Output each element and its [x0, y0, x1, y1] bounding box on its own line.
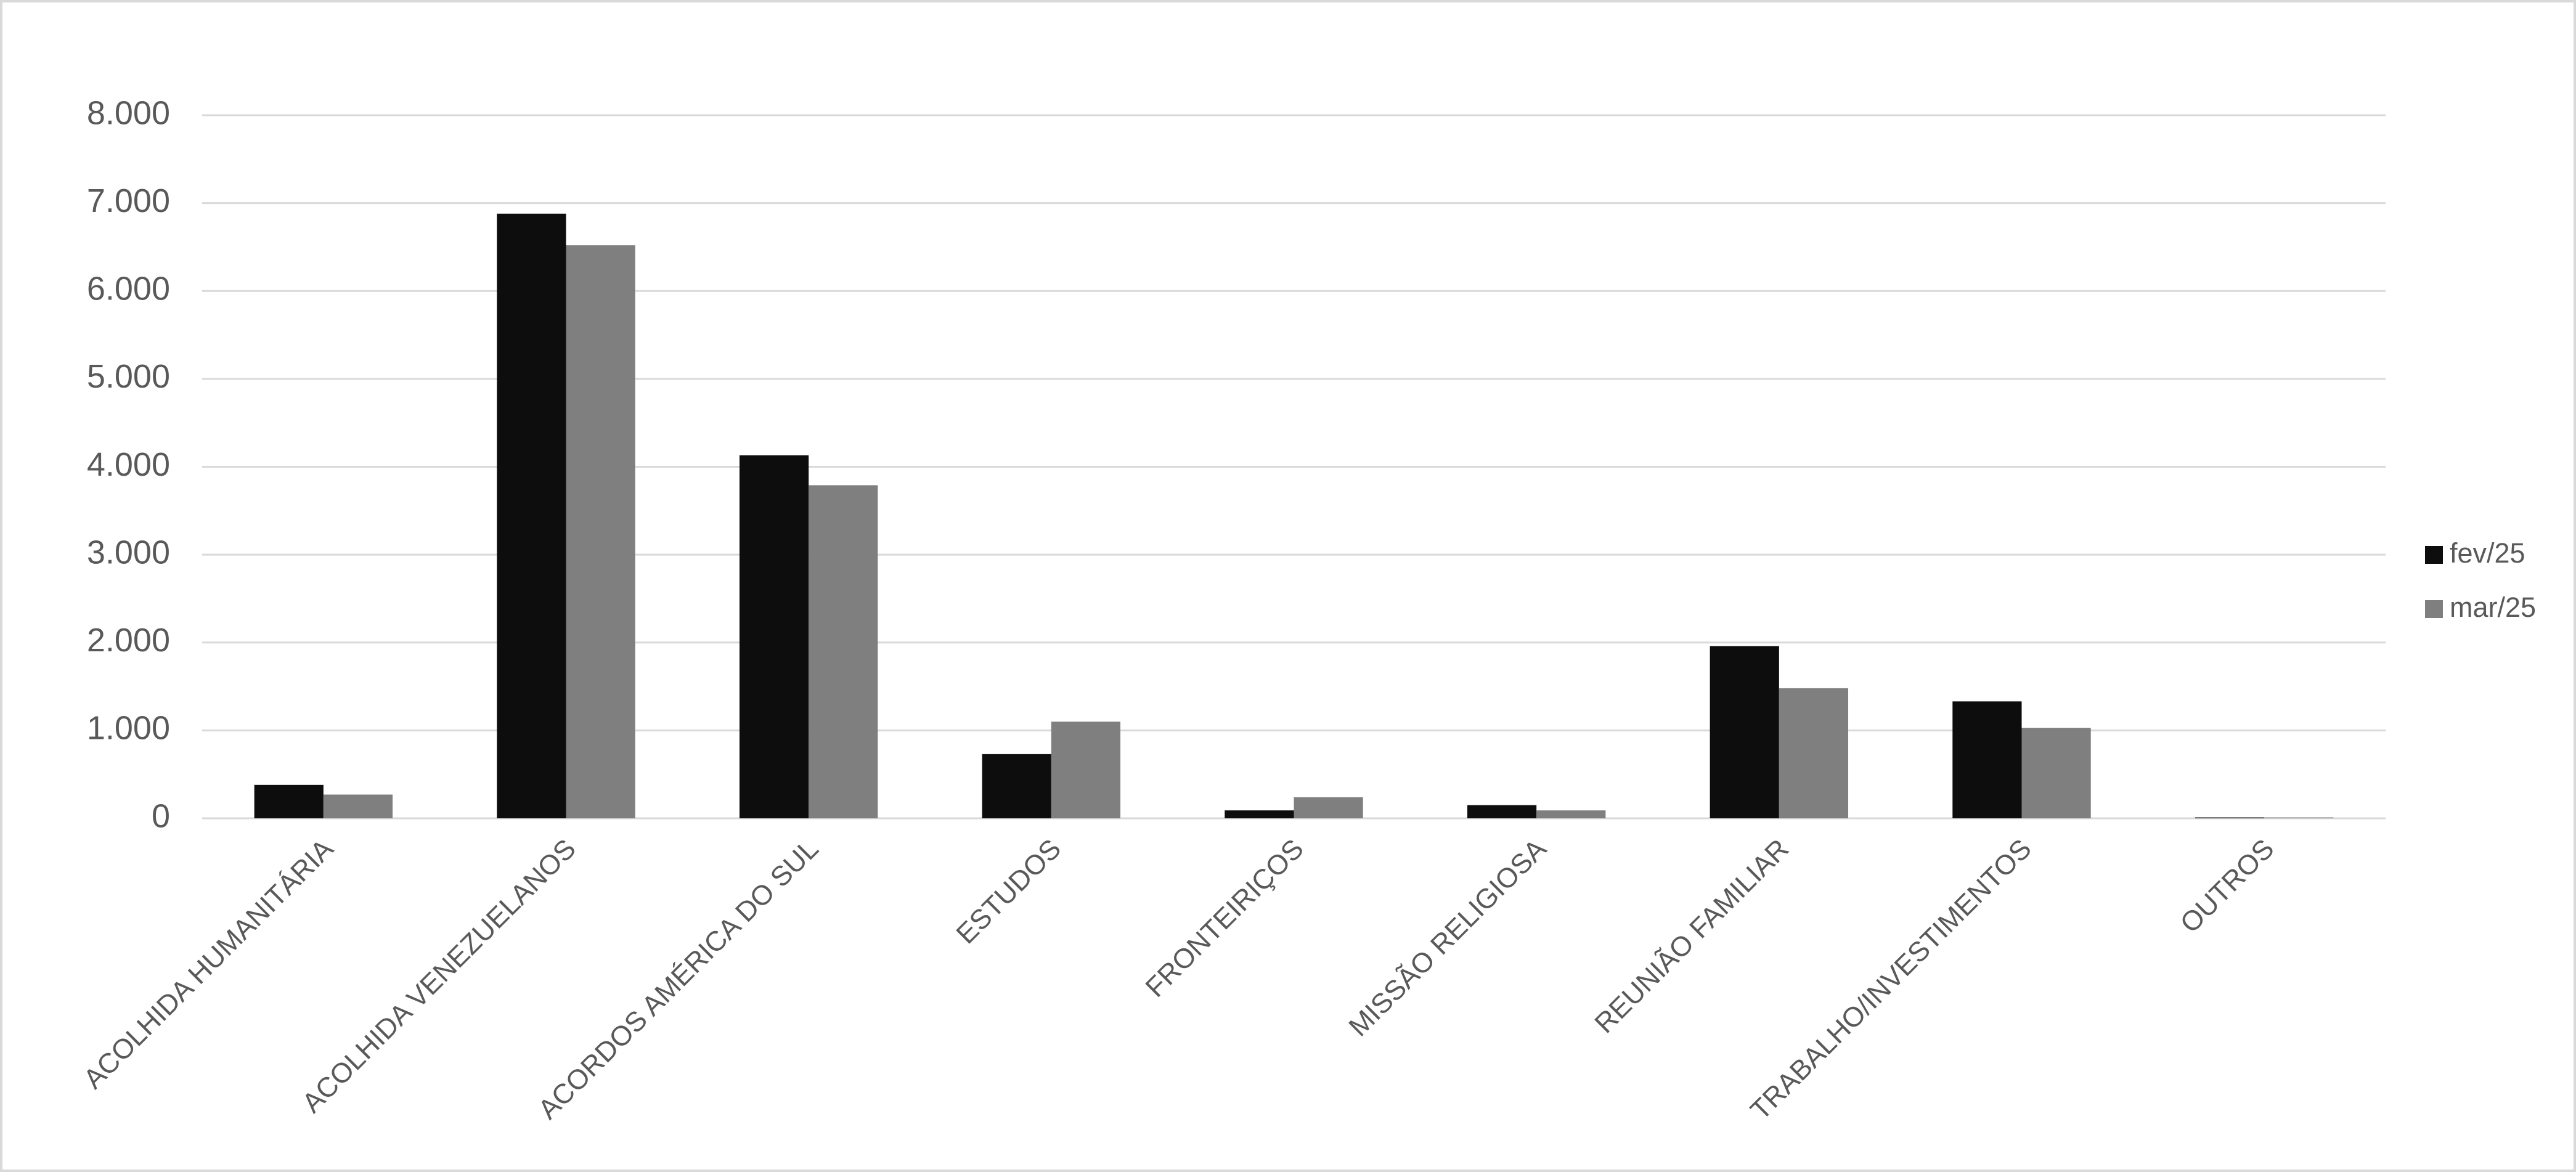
- bar: [2021, 728, 2091, 818]
- bar: [1225, 810, 1294, 818]
- bar: [739, 455, 809, 818]
- bar: [566, 245, 635, 819]
- legend-swatch: [2425, 546, 2443, 564]
- y-tick-label: 8.000: [87, 94, 170, 131]
- y-tick-label: 5.000: [87, 358, 170, 395]
- y-tick-label: 7.000: [87, 182, 170, 219]
- bar: [1536, 810, 1606, 818]
- bar: [1710, 646, 1779, 818]
- y-tick-label: 3.000: [87, 534, 170, 571]
- legend-swatch: [2425, 600, 2443, 618]
- y-tick-label: 2.000: [87, 622, 170, 659]
- y-tick-label: 1.000: [87, 710, 170, 747]
- bar: [497, 213, 566, 818]
- bar: [1294, 797, 1363, 818]
- bar: [323, 794, 393, 818]
- bar: [254, 784, 324, 818]
- legend-label: mar/25: [2450, 592, 2536, 623]
- legend-label: fev/25: [2450, 537, 2525, 569]
- y-tick-label: 6.000: [87, 271, 170, 307]
- bar: [809, 485, 878, 818]
- bar: [982, 754, 1051, 818]
- bar: [1467, 805, 1537, 818]
- bar: [1779, 688, 1849, 818]
- bar: [1952, 701, 2022, 818]
- y-tick-label: 0: [152, 797, 170, 834]
- bar: [1051, 722, 1121, 818]
- y-tick-label: 4.000: [87, 446, 170, 483]
